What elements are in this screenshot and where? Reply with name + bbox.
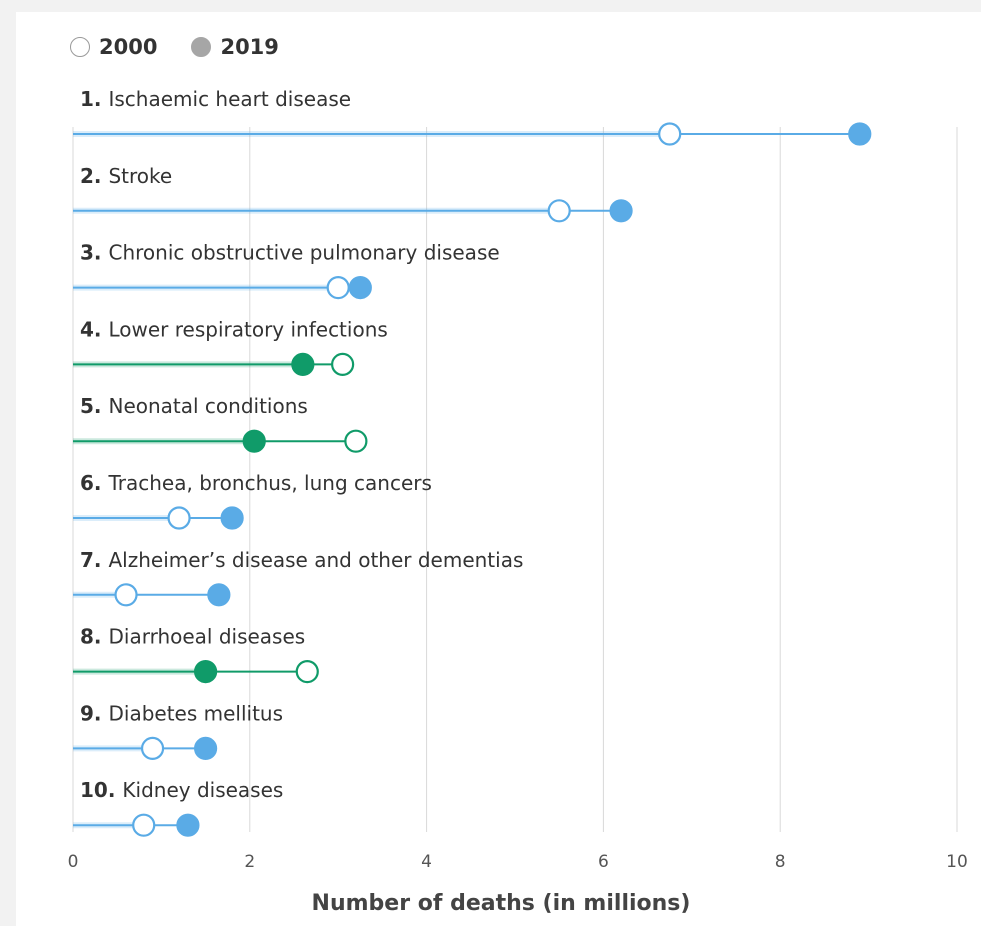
legend-item-2000[interactable]: 2000 [70,35,157,59]
marker-2019-9[interactable] [194,736,218,761]
marker-2000-6[interactable] [167,506,191,530]
category-label-8: 8. Diarrhoeal diseases [80,625,305,649]
gridlines [72,127,958,832]
x-tick-label-8: 8 [775,852,786,872]
legend-item-2019[interactable]: 2019 [191,35,279,59]
marker-2019-8[interactable] [194,659,218,684]
marker-2019-3[interactable] [348,276,372,300]
marker-2000-8[interactable] [295,659,319,684]
category-label-7: 7. Alzheimer’s disease and other dementi… [80,548,523,572]
category-label-4: 4. Lower respiratory infections [80,317,388,341]
category-label-10: 10. Kidney diseases [80,778,283,802]
marker-2000-1[interactable] [658,122,682,146]
marker-2000-7[interactable] [114,583,138,607]
category-label-3: 3. Chronic obstructive pulmonary disease [80,241,500,265]
x-tick-label-2: 2 [244,852,255,872]
category-row-9: 9. Diabetes mellitus [73,701,283,761]
x-tick-label-4: 4 [421,852,432,872]
marker-2019-10[interactable] [176,813,200,837]
category-label-9: 9. Diabetes mellitus [80,701,283,725]
category-label-1: 1. Ischaemic heart disease [80,87,351,111]
x-axis-title: Number of deaths (in millions) [312,891,691,916]
category-row-10: 10. Kidney diseases [73,778,283,837]
x-tick-label-6: 6 [598,852,609,872]
marker-2019-6[interactable] [220,506,244,530]
category-row-2: 2. Stroke [73,164,633,223]
plot-area: 1. Ischaemic heart disease 2. Stroke 3. Ch… [73,87,872,837]
category-label-5: 5. Neonatal conditions [80,394,308,418]
category-label-6: 6. Trachea, bronchus, lung cancers [80,471,432,495]
legend-marker-filled [191,37,212,57]
marker-2000-3[interactable] [326,276,350,300]
x-axis-ticks: 0 2 4 6 8 10 [68,852,968,872]
x-tick-label-10: 10 [946,852,968,872]
category-row-1: 1. Ischaemic heart disease [73,87,872,146]
marker-2019-5[interactable] [242,429,266,453]
category-label-2: 2. Stroke [80,164,172,188]
category-row-4: 4. Lower respiratory infections [73,317,388,376]
marker-2000-4[interactable] [331,352,355,376]
marker-2000-5[interactable] [344,429,368,453]
marker-2019-4[interactable] [291,352,315,376]
category-row-7: 7. Alzheimer’s disease and other dementi… [73,548,523,607]
marker-2000-10[interactable] [132,813,156,837]
legend-label-2019: 2019 [220,35,279,59]
category-row-6: 6. Trachea, bronchus, lung cancers [73,471,432,530]
category-row-8: 8. Diarrhoeal diseases [73,625,319,684]
legend-marker-hollow [70,37,90,57]
marker-2019-2[interactable] [609,199,633,223]
marker-2000-2[interactable] [547,199,571,223]
chart-legend: 2000 2019 [70,32,313,62]
category-row-5: 5. Neonatal conditions [73,394,368,453]
marker-2019-7[interactable] [207,583,231,607]
marker-2000-9[interactable] [140,736,165,761]
marker-2019-1[interactable] [848,122,872,146]
x-tick-label-0: 0 [68,852,79,872]
legend-label-2000: 2000 [99,35,158,59]
category-row-3: 3. Chronic obstructive pulmonary disease [73,241,500,300]
chart-panel [16,12,981,926]
